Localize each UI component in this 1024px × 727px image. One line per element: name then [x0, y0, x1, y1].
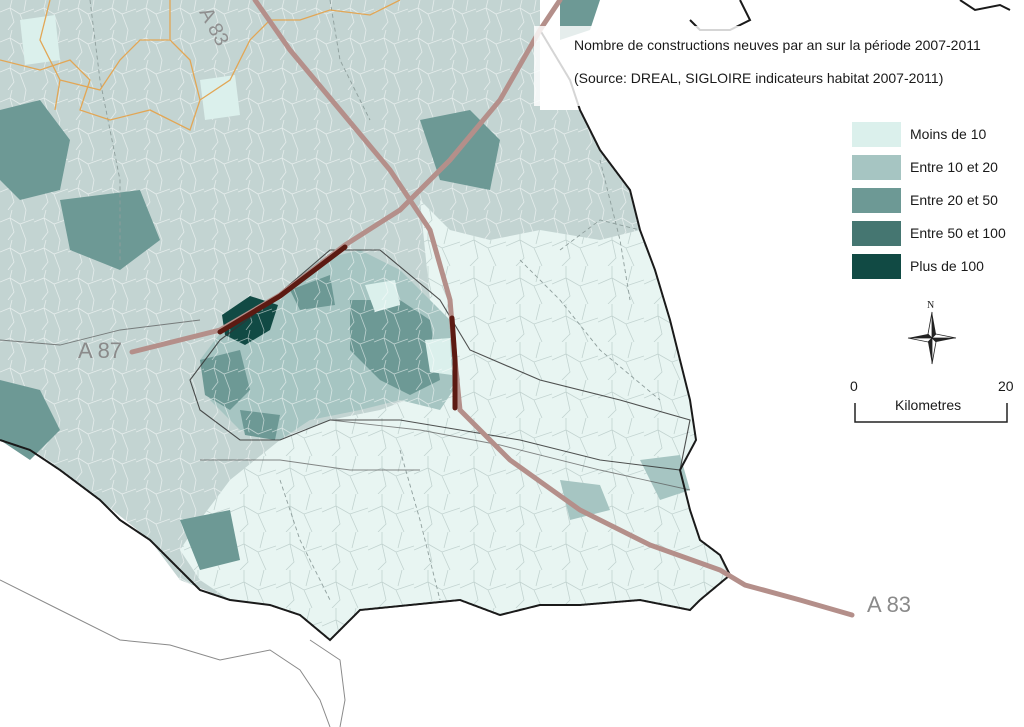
legend-swatch — [852, 188, 901, 213]
department-texture — [180, 200, 730, 640]
urban-area-texture — [200, 250, 460, 440]
highway-highlight — [449, 315, 458, 411]
regional-border — [0, 0, 401, 131]
legend-label: Plus de 100 — [910, 258, 984, 274]
map-source: (Source: DREAL, SIGLOIRE indicateurs hab… — [574, 70, 944, 86]
legend-label: Moins de 10 — [910, 126, 987, 142]
scale-start: 0 — [850, 378, 858, 394]
legend-swatch — [852, 254, 901, 279]
map-title: Nombre de constructions neuves par an su… — [574, 37, 981, 53]
legend-label: Entre 50 et 100 — [910, 225, 1006, 241]
road-network — [89, 0, 661, 601]
scale-end: 20 — [998, 378, 1014, 394]
road-label-a87: A 87 — [78, 338, 123, 363]
river-line — [0, 319, 691, 491]
highway-highlight — [217, 244, 348, 335]
legend-label: Entre 20 et 50 — [910, 192, 998, 208]
legend-swatch — [852, 221, 901, 246]
legend-swatch — [852, 155, 901, 180]
legend-swatch — [852, 122, 901, 147]
commune-zone — [60, 190, 160, 270]
commune-zone — [560, 480, 610, 520]
department-border — [0, 0, 732, 642]
commune-zone — [0, 100, 70, 200]
commune-zone — [0, 380, 60, 460]
title-panel — [534, 26, 1024, 106]
north-label: N — [927, 300, 935, 311]
scale-bar — [854, 403, 1008, 423]
outer-boundary — [0, 579, 346, 727]
highway-a83 — [252, 0, 855, 618]
commune-zone — [200, 75, 240, 120]
commune-zone — [180, 510, 240, 570]
road-label-a83: A 83 — [867, 592, 912, 617]
scale-unit: Kilometres — [895, 397, 962, 413]
legend-label: Entre 10 et 20 — [910, 159, 998, 175]
north-arrow-icon — [907, 311, 957, 365]
